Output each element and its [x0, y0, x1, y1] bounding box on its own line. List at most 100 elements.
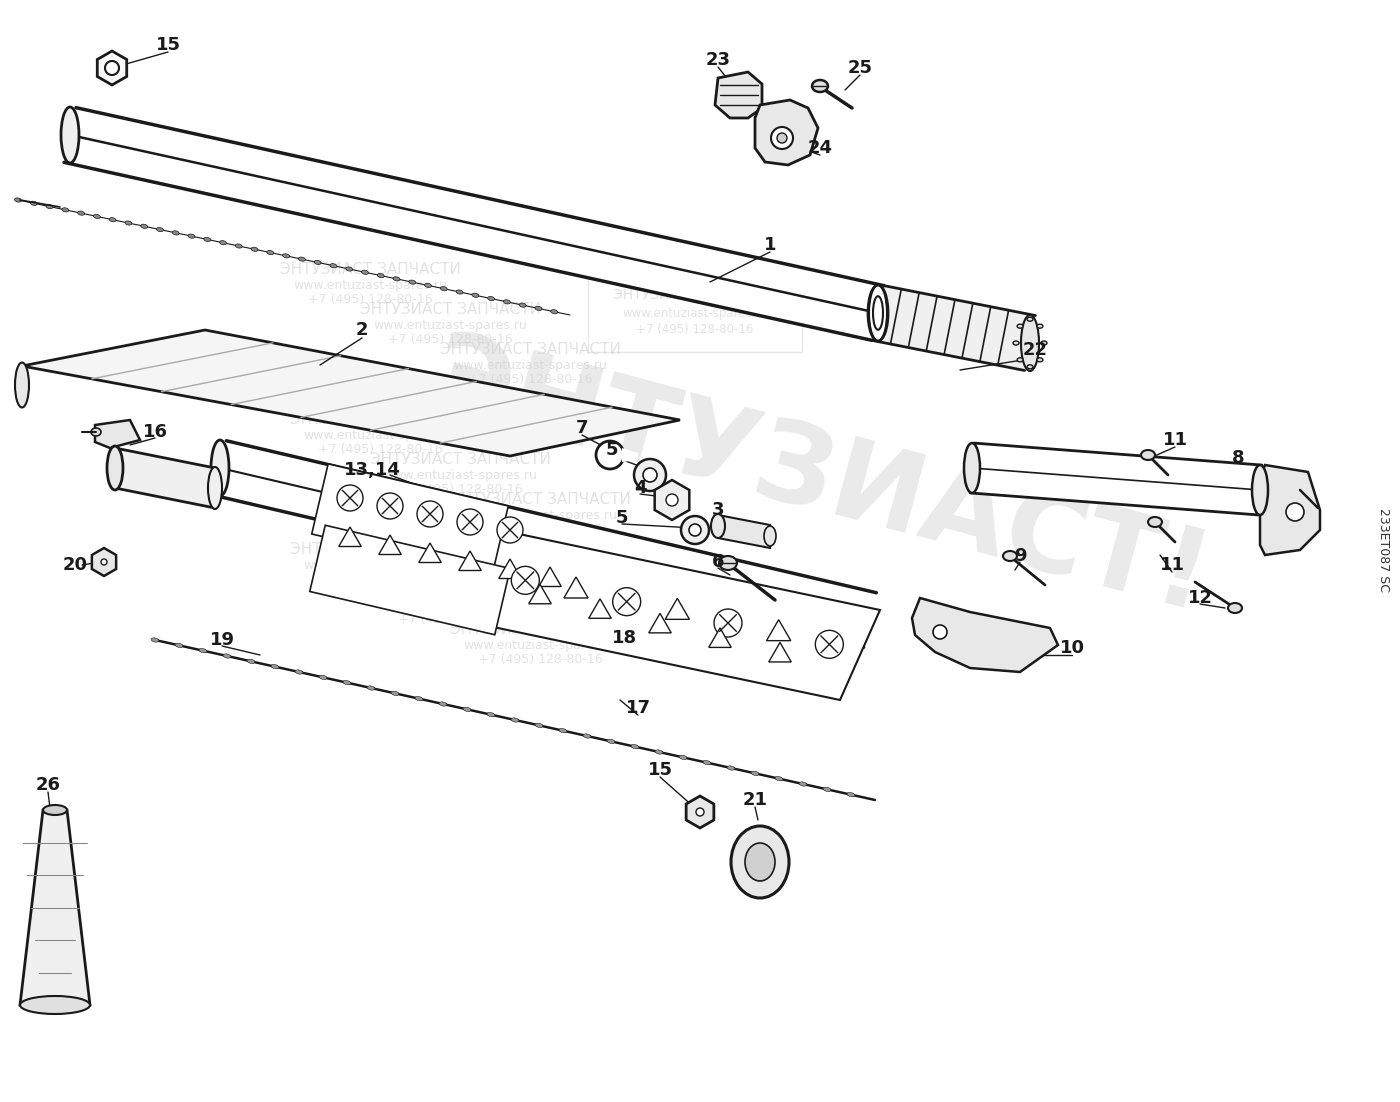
- Ellipse shape: [777, 133, 787, 143]
- Text: 4: 4: [634, 479, 647, 497]
- Ellipse shape: [204, 237, 211, 241]
- Ellipse shape: [220, 240, 227, 245]
- Ellipse shape: [295, 670, 302, 674]
- Text: 5: 5: [606, 441, 619, 460]
- Text: 6: 6: [711, 553, 724, 571]
- Text: www.entuziast-spares.ru: www.entuziast-spares.ru: [463, 639, 617, 652]
- Polygon shape: [708, 628, 731, 647]
- Ellipse shape: [1037, 358, 1043, 361]
- Circle shape: [417, 501, 442, 527]
- Ellipse shape: [608, 739, 615, 744]
- Text: 17: 17: [626, 699, 651, 717]
- Ellipse shape: [535, 306, 542, 311]
- Polygon shape: [419, 543, 441, 562]
- Ellipse shape: [188, 234, 195, 238]
- Text: 12: 12: [1187, 588, 1212, 607]
- Ellipse shape: [209, 467, 223, 509]
- Ellipse shape: [680, 516, 708, 544]
- Text: 233ET087 SC: 233ET087 SC: [1376, 508, 1389, 592]
- Ellipse shape: [298, 257, 305, 261]
- Polygon shape: [718, 515, 770, 548]
- Text: www.entuziast-spares.ru: www.entuziast-spares.ru: [622, 306, 769, 320]
- Polygon shape: [970, 443, 1261, 515]
- Ellipse shape: [696, 808, 704, 815]
- Ellipse shape: [776, 777, 783, 781]
- Ellipse shape: [391, 691, 399, 695]
- Ellipse shape: [14, 198, 21, 202]
- Text: +7 (495) 128-80-16: +7 (495) 128-80-16: [318, 443, 442, 455]
- Ellipse shape: [330, 263, 337, 268]
- Ellipse shape: [511, 717, 519, 722]
- Ellipse shape: [94, 215, 101, 218]
- Text: ЭНТУЗИАСТ ЗАПЧАСТИ: ЭНТУЗИАСТ ЗАПЧАСТИ: [440, 343, 620, 357]
- Polygon shape: [648, 614, 671, 633]
- Text: +7 (495) 128-80-16: +7 (495) 128-80-16: [477, 522, 602, 536]
- Ellipse shape: [1037, 324, 1043, 328]
- Ellipse shape: [655, 749, 664, 754]
- Ellipse shape: [666, 494, 678, 506]
- Polygon shape: [309, 526, 510, 635]
- Ellipse shape: [246, 659, 255, 663]
- Polygon shape: [498, 559, 521, 579]
- Ellipse shape: [346, 267, 353, 271]
- Ellipse shape: [367, 685, 375, 690]
- Polygon shape: [715, 72, 762, 118]
- Ellipse shape: [1148, 517, 1162, 527]
- Ellipse shape: [869, 285, 888, 341]
- Polygon shape: [312, 464, 508, 576]
- Ellipse shape: [20, 996, 90, 1014]
- Ellipse shape: [211, 440, 230, 496]
- Text: 20: 20: [63, 557, 87, 574]
- Ellipse shape: [868, 285, 888, 341]
- Ellipse shape: [106, 446, 123, 490]
- Text: 11: 11: [1159, 557, 1184, 574]
- Polygon shape: [529, 584, 552, 604]
- Ellipse shape: [764, 526, 776, 545]
- Text: +7 (495) 128-80-16: +7 (495) 128-80-16: [318, 573, 442, 585]
- Ellipse shape: [283, 253, 290, 258]
- Circle shape: [714, 609, 742, 637]
- Ellipse shape: [172, 230, 179, 235]
- Ellipse shape: [1002, 551, 1016, 561]
- Text: ЭНТУЗИАСТ ЗАПЧАСТИ: ЭНТУЗИАСТ ЗАПЧАСТИ: [280, 262, 461, 278]
- Text: +7 (495) 128-80-16: +7 (495) 128-80-16: [468, 372, 592, 386]
- Ellipse shape: [603, 449, 617, 462]
- Ellipse shape: [409, 280, 416, 284]
- Polygon shape: [911, 598, 1058, 672]
- Ellipse shape: [823, 787, 832, 791]
- Ellipse shape: [62, 107, 78, 163]
- Polygon shape: [115, 449, 216, 508]
- Ellipse shape: [745, 843, 776, 880]
- Text: ЭНТУЗИАСТ ЗАПЧАСТИ: ЭНТУЗИАСТ ЗАПЧАСТИ: [449, 623, 630, 637]
- Ellipse shape: [414, 696, 423, 701]
- Text: www.entuziast-spares.ru: www.entuziast-spares.ru: [372, 320, 526, 333]
- Ellipse shape: [720, 557, 736, 570]
- Ellipse shape: [251, 247, 258, 251]
- Polygon shape: [97, 51, 127, 85]
- Text: 2: 2: [356, 321, 368, 339]
- Text: 22: 22: [1022, 341, 1047, 359]
- Text: 5: 5: [616, 509, 629, 527]
- Polygon shape: [459, 551, 482, 571]
- Ellipse shape: [535, 723, 543, 727]
- Text: ЭНТУЗИАСТ ЗАПЧАСТИ: ЭНТУЗИАСТ ЗАПЧАСТИ: [290, 542, 470, 558]
- Ellipse shape: [487, 713, 496, 716]
- Ellipse shape: [487, 296, 494, 301]
- Ellipse shape: [703, 760, 711, 765]
- Polygon shape: [20, 810, 90, 1005]
- Circle shape: [337, 485, 363, 511]
- Polygon shape: [92, 548, 116, 576]
- Ellipse shape: [1021, 315, 1039, 371]
- Circle shape: [377, 493, 403, 519]
- Ellipse shape: [62, 208, 69, 212]
- Ellipse shape: [267, 250, 274, 255]
- Ellipse shape: [932, 625, 946, 639]
- Text: 8: 8: [1232, 449, 1245, 467]
- Ellipse shape: [15, 363, 29, 408]
- Ellipse shape: [151, 638, 160, 642]
- Circle shape: [511, 566, 539, 594]
- Ellipse shape: [689, 523, 701, 536]
- Ellipse shape: [643, 468, 657, 482]
- Polygon shape: [339, 527, 361, 547]
- Text: +7 (495) 128-80-16: +7 (495) 128-80-16: [398, 613, 522, 626]
